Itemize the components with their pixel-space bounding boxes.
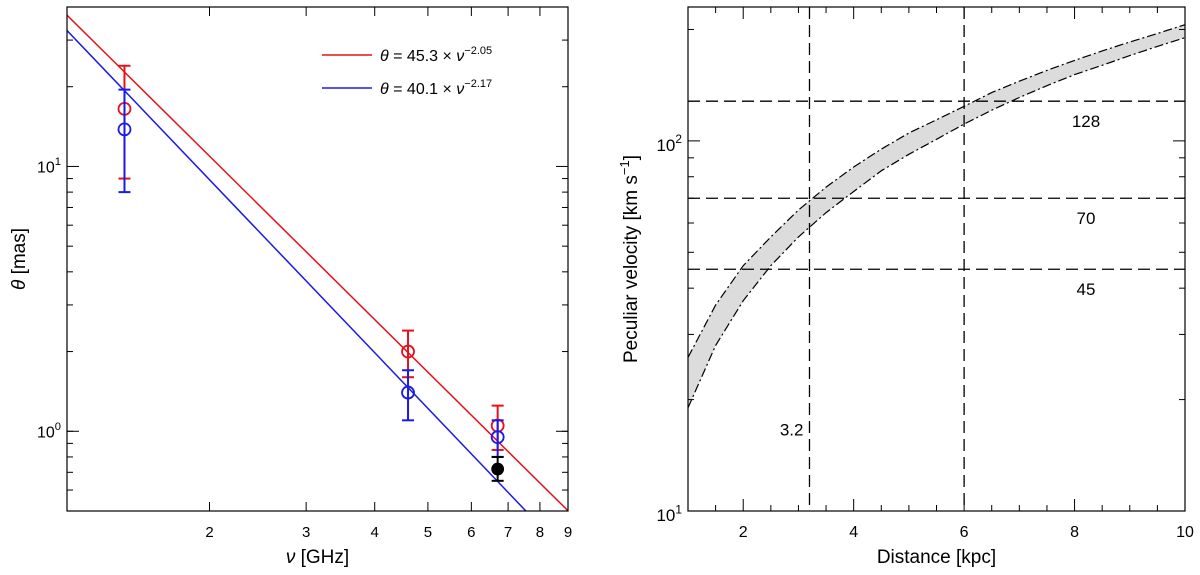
data-point <box>490 430 505 445</box>
band-upper-edge <box>688 24 1185 358</box>
right-ticks <box>687 7 1186 512</box>
left-ticks <box>67 6 569 512</box>
legend-label: θ = 40.1 × ν−2.17 <box>380 78 492 98</box>
x-axis-label: ν [GHz] <box>286 547 349 568</box>
y-tick-label: 102 <box>656 132 682 155</box>
x-tick-label: 7 <box>504 524 512 541</box>
legend-label: θ = 45.3 × ν−2.05 <box>380 45 492 65</box>
x-axis-label: Distance [kpc] <box>877 547 996 568</box>
fit-line <box>67 29 527 511</box>
legend: θ = 45.3 × ν−2.05 θ = 40.1 × ν−2.17 <box>322 45 492 98</box>
right-panel-velocity-vs-distance: 128 70 45 3.2 2 4 6 8 10 102 101 Distance [kpc] Pecu… <box>617 6 1194 568</box>
y-axis-label: Peculiar velocity [km s−1] <box>617 155 642 363</box>
fit-line <box>67 14 568 511</box>
data-point <box>401 344 415 359</box>
y-tick-label: 101 <box>37 156 61 176</box>
y-tick-label: 100 <box>37 421 61 441</box>
hline-label: 70 <box>1077 209 1096 228</box>
x-tick-label: 8 <box>1070 524 1079 541</box>
series-2-points <box>491 455 505 482</box>
x-tick-label: 9 <box>564 524 572 541</box>
band-lower-edge <box>688 37 1185 409</box>
data-point <box>117 122 132 137</box>
vline-label: 3.2 <box>780 420 804 439</box>
y-tick-label: 101 <box>656 502 682 525</box>
left-panel-theta-vs-frequency: 2 3 4 5 6 7 8 9 101 100 θ = 45.3 × ν−2.05 θ = 40.1 … <box>9 6 572 568</box>
x-tick-label: 5 <box>424 524 432 541</box>
fit-lines <box>67 14 568 511</box>
y-axis-label: θ [mas] <box>9 228 30 290</box>
series-1-points <box>117 88 505 458</box>
velocity-band <box>688 24 1185 409</box>
x-tick-label: 2 <box>739 524 748 541</box>
data-point <box>491 462 505 476</box>
x-tick-label: 10 <box>1176 524 1194 541</box>
reference-lines <box>688 7 1185 511</box>
x-tick-label: 4 <box>849 524 858 541</box>
data-point <box>401 385 415 400</box>
x-tick-label: 6 <box>467 524 475 541</box>
right-plot-frame <box>687 6 1186 512</box>
hline-label: 45 <box>1077 280 1096 299</box>
x-tick-label: 4 <box>371 524 379 541</box>
band-fill <box>688 24 1185 408</box>
x-tick-label: 2 <box>205 524 213 541</box>
hline-label: 128 <box>1072 112 1100 131</box>
x-tick-label: 6 <box>960 524 969 541</box>
x-tick-label: 8 <box>536 524 544 541</box>
x-tick-label: 3 <box>302 524 310 541</box>
left-plot-frame <box>66 6 569 512</box>
